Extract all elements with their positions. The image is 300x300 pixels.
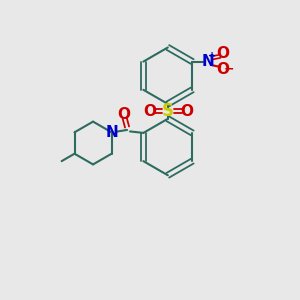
Text: N: N bbox=[201, 54, 214, 69]
Text: O: O bbox=[143, 104, 156, 119]
Text: O: O bbox=[118, 107, 130, 122]
Text: O: O bbox=[180, 104, 193, 119]
Text: −: − bbox=[224, 63, 234, 76]
Text: N: N bbox=[105, 125, 118, 140]
Text: O: O bbox=[217, 62, 230, 77]
Text: +: + bbox=[208, 51, 216, 61]
Text: O: O bbox=[217, 46, 230, 61]
Text: S: S bbox=[162, 102, 174, 120]
